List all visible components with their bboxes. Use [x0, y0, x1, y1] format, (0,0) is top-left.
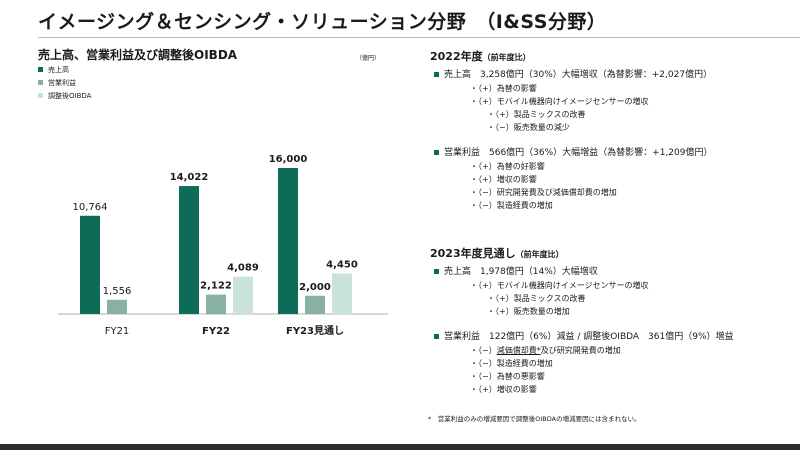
panel-2023-op-item: ・（−）為替の悪影響 [470, 372, 545, 381]
x-tick-label: FY23見通し [286, 325, 344, 337]
page-title: イメージング＆センシング・ソリューション分野 （I&SS分野） [38, 11, 607, 33]
panel-2022-op-item: ・（+）為替の好影響 [470, 162, 545, 171]
panel-2023-sales-subitem: ・（+）販売数量の増加 [487, 307, 570, 316]
bottom-bar [0, 444, 800, 450]
legend-label-op-income: 営業利益 [48, 78, 76, 87]
bullet-icon [434, 149, 439, 155]
label-oibda: 4,450 [326, 259, 358, 270]
panel-2022: 2022年度（前年度比） 売上高 3,258億円（30%）大幅増収（為替影響：+… [430, 48, 713, 212]
x-tick-label: FY21 [105, 326, 130, 337]
panel-2022-op-item: ・（+）増収の影響 [470, 175, 537, 184]
bullet-icon [434, 333, 439, 339]
panel-2023-op-item: ・（+）増収の影響 [470, 385, 537, 394]
bar-chart: 10,764 1,556 FY21 14,022 2,122 4,089 FY22 16,00… [58, 154, 388, 337]
panel-2022-op-item: ・（−）研究開発費及び減価償却費の増加 [470, 188, 617, 197]
panel-2023-sales-item: ・（+）モバイル機器向けイメージセンサーの増収 [470, 281, 649, 290]
panel-2023-op-item: ・（−）製造経費の増加 [470, 359, 553, 368]
legend-label-oibda: 調整後OIBDA [48, 91, 92, 100]
label-sales: 16,000 [269, 154, 308, 165]
panel-2022-heading: 2022年度（前年度比） [430, 50, 531, 63]
panel-2023: 2023年度見通し（前年度比） 売上高 1,978億円（14%）大幅増収 ・（+… [430, 245, 734, 396]
legend-swatch-oibda [38, 93, 43, 98]
legend-item-oibda: 調整後OIBDA [38, 89, 91, 102]
legend-swatch-op-income [38, 80, 43, 85]
legend-item-op-income: 営業利益 [38, 76, 91, 89]
x-tick-label: FY22 [202, 326, 230, 337]
panel-2022-op-item: ・（−）製造経費の増加 [470, 201, 553, 210]
bullet-icon [434, 268, 439, 274]
panel-2023-op-income: 営業利益 122億円（6%）減益 / 調整後OIBDA 361億円（9%）増益 [430, 330, 734, 344]
bar-oibda [233, 276, 253, 314]
panel-2022-sales-item: ・（+）モバイル機器向けイメージセンサーの増収 [470, 97, 649, 106]
bar-op-income [107, 299, 127, 314]
label-sales: 10,764 [73, 202, 108, 213]
panel-2023-heading: 2023年度見通し（前年度比） [430, 247, 564, 260]
panel-2022-sales-item: ・（+）為替の影響 [470, 84, 537, 93]
label-op-income: 1,556 [103, 286, 132, 297]
panel-2023-sales-subitem: ・（+）製品ミックスの改善 [487, 294, 586, 303]
label-sales: 14,022 [170, 172, 209, 183]
bar-op-income [305, 295, 325, 314]
bar-op-income [206, 294, 226, 314]
legend-swatch-sales [38, 67, 43, 72]
bar-oibda [332, 273, 352, 314]
panel-2022-sales-subitem: ・（−）販売数量の減少 [487, 123, 570, 132]
label-oibda: 4,089 [227, 263, 259, 274]
chart-title: 売上高、営業利益及び調整後OIBDA [38, 48, 238, 62]
title-divider [38, 37, 800, 38]
bar-sales [278, 168, 298, 314]
panel-2023-op-item: ・（−）減価償却費*及び研究開発費の増加 [470, 346, 621, 355]
bar-sales [80, 215, 100, 314]
legend-item-sales: 売上高 [38, 63, 91, 76]
footnote: * 営業利益のみの増減要因で調整後OIBDAの増減要因には含まれない。 [428, 415, 641, 423]
bar-sales [179, 186, 199, 314]
chart-unit-label: （億円） [356, 55, 381, 62]
panel-2022-op-income: 営業利益 566億円（36%）大幅増益（為替影響：+1,209億円） [430, 146, 713, 160]
label-op-income: 2,122 [200, 281, 232, 292]
panel-2023-sales: 売上高 1,978億円（14%）大幅増収 [430, 265, 734, 279]
label-op-income: 2,000 [299, 282, 331, 293]
panel-2022-sales: 売上高 3,258億円（30%）大幅増収（為替影響：+2,027億円） [430, 68, 713, 82]
legend-label-sales: 売上高 [48, 65, 69, 74]
panel-2022-sales-subitem: ・（+）製品ミックスの改善 [487, 110, 586, 119]
chart-legend: 売上高 営業利益 調整後OIBDA [38, 63, 91, 102]
bullet-icon [434, 71, 439, 77]
